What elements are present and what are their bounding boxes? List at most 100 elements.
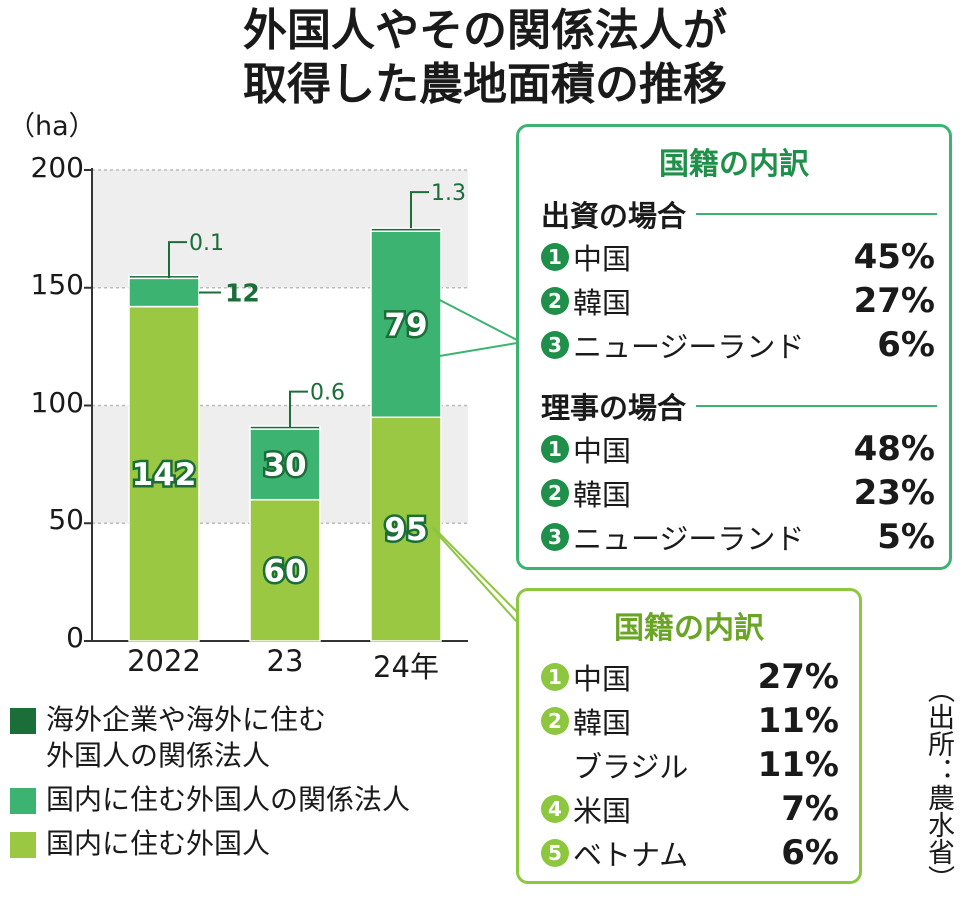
data-label: 30 xyxy=(263,447,306,483)
section-heading-text: 出資の場合 xyxy=(541,199,687,233)
country-name: ベトナム xyxy=(573,838,689,872)
list-item: ブラジル 11% xyxy=(519,743,859,787)
data-label: 95 xyxy=(384,512,427,548)
country-name: 韓国 xyxy=(573,478,632,512)
rank-badge: 2 xyxy=(541,479,569,507)
percentage: 7% xyxy=(781,789,839,829)
bar-segment xyxy=(249,498,321,642)
source-note: （出所：農水省） xyxy=(923,676,954,892)
x-tick-label: 23 xyxy=(266,644,304,678)
bar-segment xyxy=(128,305,200,642)
rank-badge: 2 xyxy=(541,287,569,315)
percentage: 6% xyxy=(781,833,839,873)
list-item: 1 中国 45% xyxy=(519,235,949,279)
chart-title: 外国人やその関係法人が 取得した農地面積の推移 xyxy=(0,4,970,112)
percentage: 48% xyxy=(853,429,935,469)
nationality-breakdown-individual: 国籍の内訳 1 中国 27% 2 韓国 11% ブラジル 11% 4 米国 7%… xyxy=(516,588,862,884)
legend-label: 国内に住む外国人 xyxy=(46,827,271,860)
list-item: 2 韓国 27% xyxy=(519,279,949,323)
rank-badge: 5 xyxy=(541,839,569,867)
x-tick-label: 2022 xyxy=(127,644,201,678)
list-item: 2 韓国 11% xyxy=(519,699,859,743)
y-tick-label: 150 xyxy=(30,268,84,301)
list-item: 5 ベトナム 6% xyxy=(519,831,859,875)
data-label: 142 xyxy=(132,457,197,493)
list-item: 3 ニュージーランド 5% xyxy=(519,515,949,559)
country-name: 中国 xyxy=(573,242,632,276)
leader-line xyxy=(431,295,518,341)
y-tick-label: 0 xyxy=(66,621,84,654)
rank-badge: 3 xyxy=(541,523,569,551)
rank-badge: 2 xyxy=(541,707,569,735)
legend-swatch xyxy=(10,708,36,734)
bar-segment xyxy=(128,277,200,308)
percentage: 27% xyxy=(853,281,935,321)
data-label: 79 xyxy=(384,307,427,343)
callout-line xyxy=(168,241,187,279)
rank-badge: 4 xyxy=(541,795,569,823)
legend-item: 海外企業や海外に住む 外国人の関係法人 xyxy=(6,702,410,774)
rank-badge: 1 xyxy=(541,435,569,463)
data-label: 60 xyxy=(263,553,306,589)
section-heading: 理事の場合 xyxy=(519,385,949,427)
y-tick-label: 50 xyxy=(48,503,84,536)
box-title: 国籍の内訳 xyxy=(659,147,809,182)
bar-segment xyxy=(249,425,321,430)
y-tick-label: 200 xyxy=(30,151,84,184)
legend-swatch xyxy=(10,788,36,814)
country-name: ニュージーランド xyxy=(573,522,805,556)
country-name: 韓国 xyxy=(573,286,632,320)
country-name: 韓国 xyxy=(573,706,632,740)
list-item: 2 韓国 23% xyxy=(519,471,949,515)
box-title: 国籍の内訳 xyxy=(614,611,764,646)
bar-segment xyxy=(128,274,200,280)
rank-badge: 1 xyxy=(541,243,569,271)
percentage: 11% xyxy=(757,701,839,741)
list-item: 3 ニュージーランド 6% xyxy=(519,323,949,367)
legend-label: 海外企業や海外に住む 外国人の関係法人 xyxy=(46,703,327,772)
bar-segment xyxy=(370,416,442,642)
list-item: 4 米国 7% xyxy=(519,787,859,831)
percentage: 5% xyxy=(877,517,935,557)
data-label: 1.3 xyxy=(431,181,466,206)
legend-swatch xyxy=(10,832,36,858)
country-name: ニュージーランド xyxy=(573,330,805,364)
bar-segment xyxy=(370,230,442,419)
list-item: 1 中国 27% xyxy=(519,655,859,699)
divider xyxy=(696,405,937,407)
bar-segment xyxy=(249,428,321,501)
list-item: 1 中国 48% xyxy=(519,427,949,471)
legend-label: 国内に住む外国人の関係法人 xyxy=(46,783,411,816)
y-tick-label: 100 xyxy=(30,386,84,419)
country-name: ブラジル xyxy=(573,750,689,784)
title-line-1: 外国人やその関係法人が xyxy=(243,5,727,56)
data-label: 0.6 xyxy=(310,381,345,406)
legend-item: 国内に住む外国人の関係法人 xyxy=(6,782,410,818)
country-name: 中国 xyxy=(573,662,632,696)
data-label: 12 xyxy=(225,278,260,307)
legend: 海外企業や海外に住む 外国人の関係法人 国内に住む外国人の関係法人 国内に住む外… xyxy=(6,702,410,870)
percentage: 23% xyxy=(853,473,935,513)
y-axis-unit: （ha） xyxy=(8,111,96,142)
x-tick-label: 24年 xyxy=(373,650,439,684)
leader-line xyxy=(431,525,518,613)
callout-line xyxy=(410,191,429,229)
data-label: 0.1 xyxy=(189,231,224,256)
bar-segment xyxy=(370,227,442,232)
leader-line xyxy=(431,527,518,623)
nationality-breakdown-corporate: 国籍の内訳 出資の場合 1 中国 45% 2 韓国 27% 3 ニュージーランド… xyxy=(516,124,952,570)
percentage: 45% xyxy=(853,237,935,277)
leader-line xyxy=(431,342,518,359)
title-line-2: 取得した農地面積の推移 xyxy=(243,59,727,110)
divider xyxy=(696,213,937,215)
percentage: 27% xyxy=(757,657,839,697)
percentage: 11% xyxy=(757,745,839,785)
section-heading-text: 理事の場合 xyxy=(541,391,687,425)
section-heading: 出資の場合 xyxy=(519,193,949,235)
rank-badge: 1 xyxy=(541,663,569,691)
legend-item: 国内に住む外国人 xyxy=(6,826,410,862)
callout-line xyxy=(289,390,308,428)
country-name: 米国 xyxy=(573,794,632,828)
country-name: 中国 xyxy=(573,434,632,468)
